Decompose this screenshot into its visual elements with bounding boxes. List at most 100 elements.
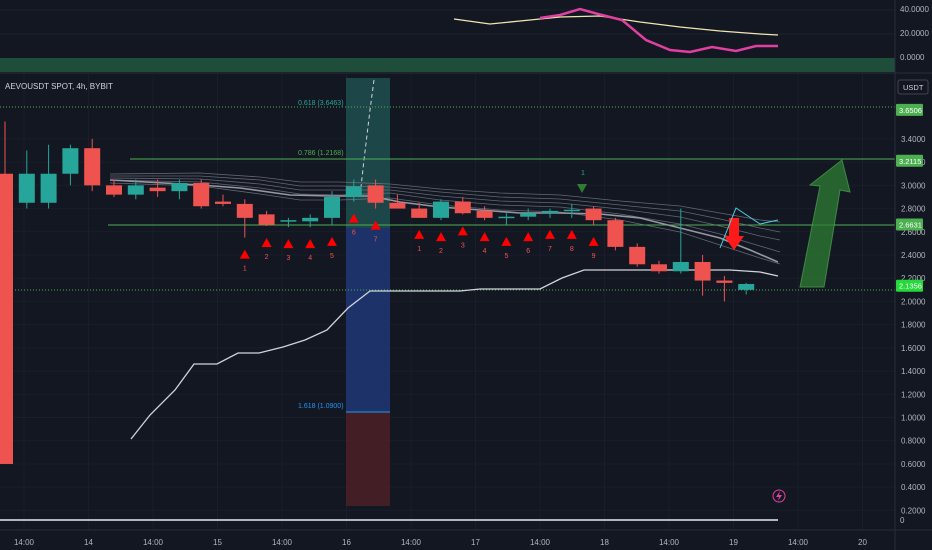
- price-label-box: [896, 103, 923, 116]
- candle: [0, 121, 13, 464]
- candle: [324, 191, 340, 225]
- rsi-pane: 40.0000 20.0000 0.0000: [0, 5, 929, 72]
- sell-triangle-icon: [523, 232, 534, 242]
- candle: [433, 199, 449, 221]
- candle: [411, 202, 428, 218]
- sell-signal: 2: [261, 237, 272, 261]
- candle-body: [585, 208, 602, 221]
- price-tick-label: 0.4000: [901, 483, 926, 492]
- sell-triangle-icon: [545, 229, 555, 239]
- sell-signal: 5: [327, 236, 337, 260]
- candles-layer: [0, 121, 755, 464]
- currency-label[interactable]: USDT: [903, 83, 924, 92]
- sell-triangle-icon: [261, 237, 272, 247]
- price-label: 2.1356: [896, 279, 923, 292]
- sell-signal-label: 2: [439, 248, 443, 255]
- sell-signal-label: 8: [570, 246, 574, 253]
- candle: [171, 179, 188, 200]
- rsi-tick-label: 20.0000: [900, 29, 929, 38]
- candle: [302, 214, 319, 228]
- symbol-title[interactable]: AEVOUSDT SPOT, 4h, BYBIT: [5, 82, 113, 91]
- candle-body: [651, 264, 667, 272]
- candle: [716, 275, 733, 302]
- price-tick-label: 1.2000: [901, 390, 926, 399]
- candle: [672, 208, 689, 274]
- candle-body: [84, 148, 101, 186]
- candle-body: [236, 203, 253, 218]
- price-label-text: 2.1356: [899, 282, 922, 291]
- candle-body: [171, 183, 188, 192]
- candle: [193, 179, 210, 209]
- sell-signal: 4: [305, 239, 316, 262]
- candle-body: [433, 201, 449, 218]
- time-tick-label: 18: [600, 538, 609, 547]
- up-arrow-icon: [799, 159, 851, 288]
- price-axis[interactable]: 0.2000 0.4000 0.6000 0.8000 1.0000 1.2000 1.40…: [901, 135, 926, 515]
- candle-body: [302, 217, 319, 222]
- candle: [651, 260, 667, 274]
- price-tick-label: 2.4000: [901, 251, 926, 260]
- candle-body: [324, 196, 340, 218]
- candle-body: [389, 202, 406, 209]
- candle-body: [411, 208, 428, 218]
- sell-signal: 3: [457, 226, 468, 249]
- time-tick-label: 15: [213, 538, 222, 547]
- candle-body: [18, 173, 35, 203]
- ma-ribbon: [109, 172, 781, 265]
- sell-triangle-icon: [370, 220, 381, 230]
- sell-signal-label: 3: [461, 242, 465, 249]
- price-tick-label: 2.8000: [901, 205, 926, 214]
- ma-line: [109, 179, 779, 263]
- time-tick-label: 14: [84, 538, 93, 547]
- sell-triangle-icon: [588, 236, 599, 246]
- trailing-line: [130, 269, 779, 440]
- sell-signal: 1: [414, 229, 425, 253]
- candle-body: [367, 185, 384, 203]
- candle-body: [280, 220, 297, 222]
- buy-signal-label: 1: [581, 170, 585, 177]
- price-grid: [0, 74, 895, 530]
- sell-signal: 1: [239, 249, 250, 273]
- sell-signal-label: 1: [243, 266, 247, 273]
- time-tick-label: 16: [342, 538, 351, 547]
- spike-line: [719, 207, 779, 249]
- projection-dashed-line: [359, 79, 375, 197]
- lightning-icon[interactable]: [772, 489, 786, 503]
- candle: [629, 243, 646, 267]
- time-tick-label: 14:00: [401, 538, 422, 547]
- price-tick-label: 1.6000: [901, 344, 926, 353]
- candle: [127, 179, 144, 200]
- sell-triangle-icon: [327, 236, 337, 246]
- sell-signal: 2: [436, 232, 446, 255]
- sell-signal-label: 6: [352, 230, 356, 237]
- candle-body: [106, 185, 122, 195]
- price-label-text: 3.6506: [899, 106, 922, 115]
- sell-signal-label: 7: [548, 246, 552, 253]
- candle: [236, 199, 253, 238]
- time-tick-label: 14:00: [14, 538, 35, 547]
- sell-signal-label: 5: [330, 253, 334, 260]
- currency-button[interactable]: USDT: [897, 79, 929, 95]
- candle-body: [40, 173, 57, 203]
- price-tick-label: 0.8000: [901, 437, 926, 446]
- time-tick-label: 14:00: [272, 538, 293, 547]
- price-label: 3.2115: [896, 154, 923, 167]
- candle-body: [193, 183, 210, 207]
- time-axis[interactable]: 14:00 14 14:00 15 14:00 16 14:00 17 14:00 18 14:00…: [14, 538, 868, 547]
- candle-body: [215, 201, 231, 204]
- candle: [106, 179, 122, 197]
- fib-label: 0.618 (3.6463): [298, 100, 344, 107]
- price-label-box: [896, 279, 923, 292]
- fib-zone-upper: [346, 78, 390, 228]
- candle: [694, 255, 711, 296]
- price-labels: 3.6506 3.2115 2.6631 2.1356: [896, 103, 923, 292]
- price-tick-label: 1.4000: [901, 367, 926, 376]
- price-label-text: 3.2115: [899, 157, 921, 166]
- sell-triangle-icon: [457, 226, 468, 236]
- candle: [40, 144, 57, 209]
- candle-body: [476, 210, 493, 218]
- fib-label: 0.786 (1.2168): [298, 150, 344, 157]
- sell-signal-label: 5: [504, 253, 508, 260]
- candle: [149, 179, 166, 197]
